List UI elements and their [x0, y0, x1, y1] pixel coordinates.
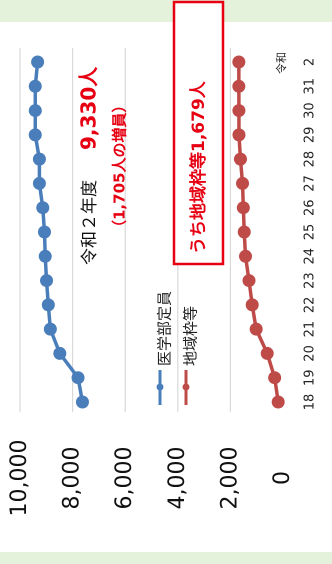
series-1-point	[71, 371, 85, 385]
x-tick-label: 2	[303, 58, 318, 66]
annotation-box	[172, 0, 225, 266]
x-tick-label: 18	[303, 394, 318, 411]
annotation-box-label: うち地域枠等1,679人	[188, 80, 209, 254]
x-tick-label: 22	[303, 297, 318, 314]
x-tick-label: 19	[303, 369, 318, 386]
series-1-point	[32, 176, 46, 190]
series-1-point	[37, 225, 51, 239]
annotation-year: 令和２年度	[80, 180, 100, 265]
annotation-total: 9,330人	[77, 66, 101, 150]
legend-label-series-2: 地域枠等	[182, 306, 200, 366]
x-tick-label: 25	[303, 224, 318, 241]
x-tick-label: 31	[303, 78, 318, 95]
series-1-point	[53, 346, 67, 360]
series-2-point	[268, 371, 282, 385]
series-1-point	[41, 298, 55, 312]
x-tick-label: 30	[303, 102, 318, 119]
y-tick-label: 10,000	[7, 440, 32, 517]
series-1-point	[31, 55, 45, 69]
series-1-point	[40, 274, 54, 288]
series-2-point	[237, 225, 251, 239]
series-1-point	[38, 249, 52, 263]
series-1-point	[43, 322, 57, 336]
y-tick-label: 8,000	[60, 447, 85, 510]
series-2-point	[236, 201, 250, 215]
series-layer	[28, 55, 285, 409]
x-tick-label: 26	[303, 199, 318, 216]
annotation-increase: （1,705人の増員）	[111, 98, 129, 235]
y-tick-label: 6,000	[112, 447, 137, 510]
x-tick-label: 28	[303, 151, 318, 168]
y-tick-label: 0	[270, 471, 295, 485]
x-prefix-label: 令和	[274, 52, 288, 74]
x-tick-label: 29	[303, 127, 318, 144]
y-tick-labels: 0 2,000 4,000 6,000 8,000 10,000	[7, 440, 295, 517]
series-2-point	[271, 395, 285, 409]
series-1-point	[32, 152, 46, 166]
series-1-point	[28, 128, 42, 142]
series-2-point	[249, 322, 263, 336]
legend: 医学部定員 地域枠等	[156, 291, 200, 405]
top-band	[0, 0, 332, 22]
series-1-point	[28, 79, 42, 93]
series-2-point	[245, 298, 259, 312]
y-tick-label: 2,000	[217, 447, 242, 510]
x-tick-label: 20	[303, 345, 318, 362]
series-2-point	[236, 176, 250, 190]
series-2-point	[242, 274, 256, 288]
legend-marker-series-1	[156, 383, 164, 391]
series-2-point	[232, 128, 246, 142]
series-2-point	[260, 346, 274, 360]
series-2-point	[232, 55, 246, 69]
y-tick-label: 4,000	[165, 447, 190, 510]
series-2-point	[233, 152, 247, 166]
series-2-point	[239, 249, 253, 263]
x-tick-labels: 18 19 20 21 22 23 24 25 26 27 28 29 30 31 2	[303, 58, 318, 410]
x-tick-label: 21	[303, 321, 318, 338]
series-2-point	[232, 79, 246, 93]
x-tick-label: 27	[303, 175, 318, 192]
x-tick-label: 24	[303, 248, 318, 265]
series-1-point	[75, 395, 89, 409]
series-1-point	[28, 104, 42, 118]
legend-marker-series-2	[182, 383, 190, 391]
legend-label-series-1: 医学部定員	[156, 291, 174, 366]
series-1-point	[36, 201, 50, 215]
x-tick-label: 23	[303, 272, 318, 289]
bottom-band	[0, 552, 332, 564]
series-2-point	[232, 104, 246, 118]
